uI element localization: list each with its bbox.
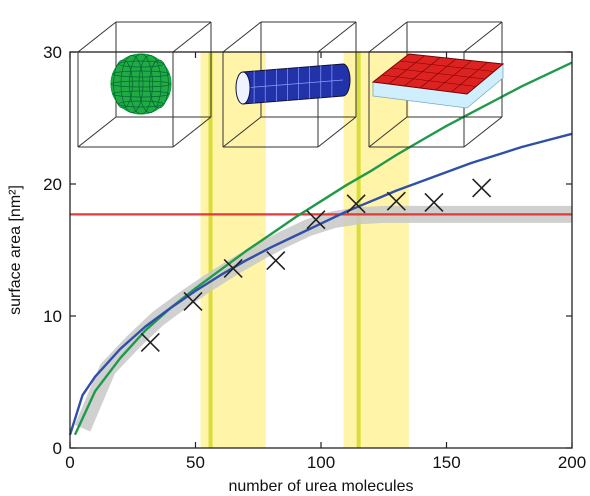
inset-cylinder <box>222 21 357 148</box>
curves-layer <box>68 61 573 436</box>
y-tick-label: 0 <box>53 439 62 458</box>
fit-curve-1 <box>68 132 573 436</box>
x-tick-label: 100 <box>307 453 335 472</box>
x-tick-label: 0 <box>65 453 74 472</box>
data-point-x-marker <box>472 178 492 198</box>
x-axis-label: number of urea molecules <box>229 478 414 495</box>
data-point-x-marker <box>223 258 243 279</box>
fit-curve-0 <box>73 61 573 436</box>
data-point-x-marker <box>306 210 326 230</box>
x-tick-label: 200 <box>558 453 586 472</box>
y-tick-label: 20 <box>43 175 62 194</box>
data-point-x-marker <box>386 191 406 211</box>
shaded-band-1 <box>343 52 409 448</box>
inset-slab <box>368 21 505 148</box>
wireframe-box <box>222 21 357 148</box>
shaded-bands <box>200 52 409 448</box>
structure-insets <box>77 21 505 148</box>
x-tick-label: 50 <box>186 453 205 472</box>
markers-layer <box>140 178 492 352</box>
x-tick-label: 150 <box>432 453 460 472</box>
y-tick-label: 30 <box>43 43 62 62</box>
y-tick-label: 10 <box>43 307 62 326</box>
data-point-x-marker <box>346 194 366 214</box>
data-point-x-marker <box>424 192 444 213</box>
data-point-x-marker <box>140 332 160 352</box>
y-axis-label: surface area [nm²] <box>7 185 24 315</box>
ticks-layer: 0 50 100 150 200 0 10 20 30 <box>43 43 586 472</box>
inset-sphere <box>77 21 212 148</box>
data-point-x-marker <box>266 250 286 271</box>
data-point-x-marker <box>183 291 203 312</box>
